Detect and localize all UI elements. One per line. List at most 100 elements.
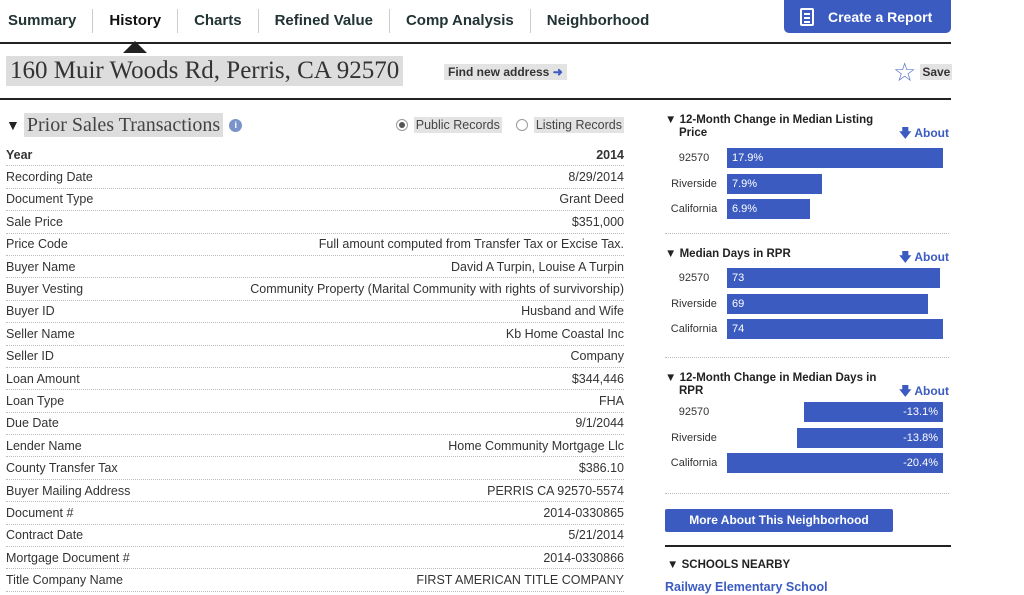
metric-title: ▼ 12-Month Change in Median Listing Pric… <box>665 114 890 140</box>
about-link[interactable]: 🡇 About <box>899 248 949 269</box>
records-source-radios: Public Records Listing Records <box>395 117 624 133</box>
find-new-address-link[interactable]: Find new address ➜ <box>444 64 567 80</box>
table-row: Buyer Mailing Address PERRIS CA 92570-557… <box>6 480 624 503</box>
collapse-triangle-icon: ▼ <box>667 559 679 571</box>
row-value: 2014-0330866 <box>543 550 624 565</box>
create-report-label: Create a Report <box>828 8 933 25</box>
table-row: Buyer Name David A Turpin, Louise A Turpi… <box>6 256 624 279</box>
listing-records-radio[interactable]: Listing Records <box>515 117 624 133</box>
metric-title: ▼ 12-Month Change in Median Days in RPR <box>665 372 890 398</box>
bar-label: Riverside <box>671 297 717 310</box>
bar-label: 92570 <box>678 272 710 284</box>
row-value: Husband and Wife <box>521 304 624 319</box>
save-label: Save <box>920 64 953 80</box>
row-label: Title Company Name <box>6 573 123 588</box>
neighborhood-metric-block: ▼ 12-Month Change in Median Days in RPR 🡇… <box>665 358 949 494</box>
bar: -13.8% <box>796 427 943 448</box>
bar-label: California <box>670 457 718 469</box>
row-value: Kb Home Coastal Inc <box>505 326 624 341</box>
metric-header[interactable]: ▼ 12-Month Change in Median Listing Pric… <box>665 114 949 140</box>
radio-dot-icon <box>395 119 408 131</box>
more-about-neighborhood-button[interactable]: More About This Neighborhood <box>665 509 893 532</box>
bar-label: 92570 <box>678 152 710 164</box>
prior-sales-section: ▼ Prior Sales Transactions i Public Reco… <box>6 102 624 592</box>
row-value: FHA <box>599 393 624 408</box>
collapse-triangle-icon: ▼ <box>665 114 677 126</box>
row-value: Grant Deed <box>559 192 624 207</box>
about-label: About <box>914 384 949 398</box>
row-label: County Transfer Tax <box>6 461 118 476</box>
schools-nearby-heading: ▼ SCHOOLS NEARBY <box>667 559 790 571</box>
tab-refined-value[interactable]: Refined Value <box>259 9 390 33</box>
tab-summary[interactable]: Summary <box>0 9 94 33</box>
bar: 73 <box>727 268 941 288</box>
prior-sales-toggle[interactable]: ▼ Prior Sales Transactions i <box>6 113 243 137</box>
tab-history[interactable]: History <box>93 9 179 53</box>
bar-row: Riverside -13.8% <box>665 426 949 452</box>
bar-row: 92570 -13.1% <box>665 400 949 426</box>
bar-row: 92570 17.9% <box>665 146 949 172</box>
table-row: Mortgage Document # 2014-0330866 <box>6 547 624 570</box>
row-value: $386.10 <box>578 461 624 476</box>
star-icon: ☆ <box>893 57 917 87</box>
metric-header[interactable]: ▼ Median Days in RPR <box>665 248 949 261</box>
school-link[interactable]: Railway Elementary School <box>665 580 828 594</box>
prior-sales-table: Year 2014 Recording Date 8/29/2014 Document … <box>6 144 624 592</box>
arrow-right-icon: ➜ <box>552 65 563 79</box>
row-label: Recording Date <box>6 170 93 185</box>
metric-header[interactable]: ▼ 12-Month Change in Median Days in RPR <box>665 372 949 398</box>
tab-bar: Summary History Charts Refined Value Com… <box>0 0 665 53</box>
row-value: $344,446 <box>571 371 624 386</box>
table-row: Buyer ID Husband and Wife <box>6 301 624 324</box>
row-label: Due Date <box>6 416 59 431</box>
bar-label: Riverside <box>671 177 717 190</box>
prior-sales-header: ▼ Prior Sales Transactions i Public Reco… <box>6 102 624 144</box>
table-row: Year 2014 <box>6 144 624 167</box>
save-button[interactable]: ☆ Save <box>893 57 953 87</box>
about-link[interactable]: 🡇 About <box>899 124 949 145</box>
public-records-label: Public Records <box>413 117 502 133</box>
public-records-radio[interactable]: Public Records <box>395 117 502 133</box>
metric-title-text: 12-Month Change in Median Days in RPR <box>679 372 877 397</box>
prior-sales-title: Prior Sales Transactions <box>23 113 224 137</box>
bar: 74 <box>727 319 943 339</box>
row-label: Document # <box>6 505 74 520</box>
row-label: Buyer Vesting <box>6 282 84 297</box>
bar-row: California -20.4% <box>665 451 949 477</box>
schools-nearby-title: SCHOOLS NEARBY <box>681 559 791 571</box>
bar-row: Riverside 7.9% <box>665 172 949 198</box>
tab-comp-analysis[interactable]: Comp Analysis <box>390 9 531 33</box>
bar: 6.9% <box>727 199 811 219</box>
bar-row: California 6.9% <box>665 197 949 223</box>
row-value: $351,000 <box>571 214 624 229</box>
row-value: 5/21/2014 <box>568 528 624 543</box>
row-value: 8/29/2014 <box>568 170 624 185</box>
property-address: 160 Muir Woods Rd, Perris, CA 92570 <box>6 56 404 86</box>
table-row: Sale Price $351,000 <box>6 211 624 234</box>
tab-neighborhood[interactable]: Neighborhood <box>546 12 650 29</box>
about-link[interactable]: 🡇 About <box>899 382 949 403</box>
table-row: Document # 2014-0330865 <box>6 502 624 525</box>
neighborhood-metric-block: ▼ 12-Month Change in Median Listing Pric… <box>665 102 949 234</box>
table-row: Lender Name Home Community Mortgage Llc <box>6 435 624 458</box>
radio-dot-icon <box>515 119 528 131</box>
listing-records-label: Listing Records <box>533 117 624 133</box>
table-row: Contract Date 5/21/2014 <box>6 525 624 548</box>
row-value: Community Property (Marital Community wi… <box>250 282 624 297</box>
info-icon[interactable]: i <box>229 118 243 132</box>
table-row: Price Code Full amount computed from Tran… <box>6 234 624 256</box>
row-value: David A Turpin, Louise A Turpin <box>450 259 624 274</box>
table-row: Seller Name Kb Home Coastal Inc <box>6 323 624 346</box>
table-row: Loan Type FHA <box>6 390 624 413</box>
metric-title: ▼ Median Days in RPR <box>665 248 890 261</box>
row-value: 9/1/2044 <box>575 416 624 431</box>
row-label: Sale Price <box>6 214 63 229</box>
create-report-button[interactable]: Create a Report <box>784 0 951 33</box>
bar: -13.1% <box>804 402 943 422</box>
about-label: About <box>914 250 949 264</box>
report-document-icon <box>800 7 814 26</box>
address-bar: 160 Muir Woods Rd, Perris, CA 92570 Find… <box>0 44 953 100</box>
neighborhood-panel: ▼ 12-Month Change in Median Listing Pric… <box>665 102 949 494</box>
neighborhood-metric-block: ▼ Median Days in RPR 🡇 About 92570 73 Rivers… <box>665 234 949 358</box>
tab-charts[interactable]: Charts <box>178 9 259 33</box>
